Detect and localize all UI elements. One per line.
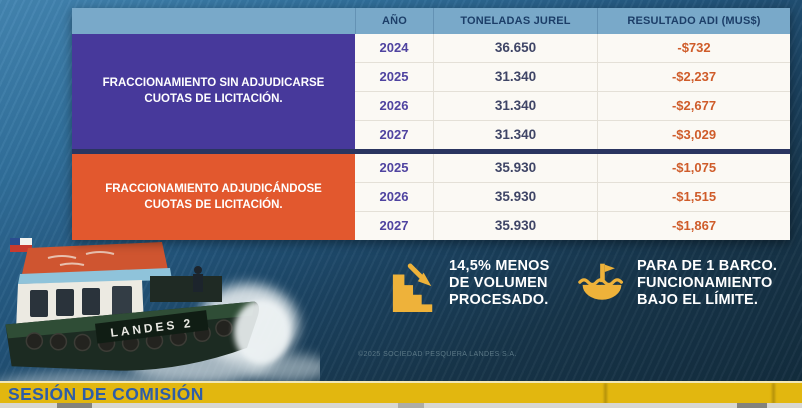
- bow-splash: [234, 300, 290, 364]
- cell-result: -$1,515: [597, 182, 790, 211]
- table-row: 2025 35.930 -$1,075: [355, 153, 790, 182]
- strip-notch: [737, 403, 767, 408]
- boat-hull: LANDES 2: [5, 301, 260, 371]
- stairs-down-icon: [392, 263, 433, 312]
- table-header-row: AÑO TONELADAS JUREL RESULTADO ADI (MUS$): [72, 8, 790, 34]
- banner-title: SESIÓN DE COMISIÓN: [8, 384, 204, 403]
- table-body: FRACCIONAMIENTO SIN ADJUDICARSE CUOTAS D…: [72, 34, 790, 240]
- crew-figure: [194, 266, 202, 274]
- roof-lettering: [47, 251, 115, 266]
- table-corner-cell: [72, 8, 355, 34]
- cell-result: -$1,867: [597, 211, 790, 240]
- cell-result: -$1,075: [597, 153, 790, 182]
- cell-year: 2024: [379, 40, 409, 56]
- group-label: FRACCIONAMIENTO ADJUDICÁNDOSE CUOTAS DE …: [72, 153, 355, 240]
- cell-result: -$3,029: [597, 120, 790, 149]
- cell-tons: 31.340: [433, 62, 597, 91]
- cabin-window: [30, 290, 48, 317]
- broadcast-banner: SESIÓN DE COMISIÓN: [0, 381, 802, 403]
- table-row: 2027 31.340 -$3,029: [355, 119, 790, 149]
- crew-figure: [193, 274, 203, 292]
- cell-tons: 35.930: [433, 211, 597, 240]
- cell-result: -$2,677: [597, 91, 790, 120]
- col-header-result: RESULTADO ADI (MUS$): [597, 8, 790, 34]
- cell-year: 2026: [379, 189, 409, 205]
- banner-seam: [604, 383, 607, 403]
- table-row: 2026 31.340 -$2,677: [355, 90, 790, 120]
- quota-results-table: AÑO TONELADAS JUREL RESULTADO ADI (MUS$)…: [72, 8, 790, 240]
- strip-notch: [57, 403, 92, 408]
- cell-result: -$732: [597, 34, 790, 62]
- cell-year: 2025: [379, 69, 409, 85]
- cell-tons: 31.340: [433, 91, 597, 120]
- table-row: 2025 31.340 -$2,237: [355, 61, 790, 91]
- col-header-tons: TONELADAS JUREL: [433, 8, 597, 34]
- cell-tons: 35.930: [433, 153, 597, 182]
- table-row: 2024 36.650 -$732: [355, 34, 790, 62]
- group-label: FRACCIONAMIENTO SIN ADJUDICARSE CUOTAS D…: [72, 34, 355, 149]
- table-row: 2026 35.930 -$1,515: [355, 181, 790, 211]
- group-rows: 2025 35.930 -$1,075 2026 35.930 -$1,515 …: [355, 153, 790, 240]
- callout-volume-text: 14,5% MENOS DE VOLUMEN PROCESADO.: [449, 258, 550, 309]
- bottom-strip: [0, 403, 802, 408]
- group-adjudicandose: FRACCIONAMIENTO ADJUDICÁNDOSE CUOTAS DE …: [72, 148, 790, 240]
- chile-flag: [10, 238, 32, 252]
- strip-notch: [398, 403, 424, 408]
- callout-boat: PARA DE 1 BARCO. FUNCIONAMIENTO BAJO EL …: [578, 258, 777, 309]
- cell-tons: 31.340: [433, 120, 597, 149]
- boat-roof: [22, 242, 168, 274]
- callout-boat-text: PARA DE 1 BARCO. FUNCIONAMIENTO BAJO EL …: [637, 258, 778, 309]
- group-rows: 2024 36.650 -$732 2025 31.340 -$2,237 20…: [355, 34, 790, 149]
- cell-tons: 35.930: [433, 182, 597, 211]
- group-sin-adjudicarse: FRACCIONAMIENTO SIN ADJUDICARSE CUOTAS D…: [72, 34, 790, 149]
- cell-result: -$2,237: [597, 62, 790, 91]
- callout-volume: 14,5% MENOS DE VOLUMEN PROCESADO.: [390, 258, 550, 316]
- cell-year: 2027: [379, 127, 409, 143]
- cabin-window: [82, 288, 100, 315]
- cell-year: 2027: [379, 218, 409, 234]
- cabin-roof-trim: [18, 268, 172, 284]
- banner-seam: [772, 383, 775, 403]
- deck-structure: [150, 276, 222, 302]
- copyright-text: ©2025 SOCIEDAD PESQUERA LANDES S.A.: [358, 351, 517, 358]
- cabin-window: [56, 289, 74, 316]
- col-header-year: AÑO: [355, 8, 433, 34]
- cell-year: 2026: [379, 98, 409, 114]
- table-row: 2027 35.930 -$1,867: [355, 210, 790, 240]
- cell-year: 2025: [379, 160, 409, 176]
- cabin-door: [112, 286, 132, 322]
- boat-limit-icon: [578, 263, 623, 300]
- fishing-boat-image: LANDES 2: [0, 238, 320, 404]
- boat-name-board: [94, 310, 209, 344]
- cell-tons: 36.650: [433, 34, 597, 62]
